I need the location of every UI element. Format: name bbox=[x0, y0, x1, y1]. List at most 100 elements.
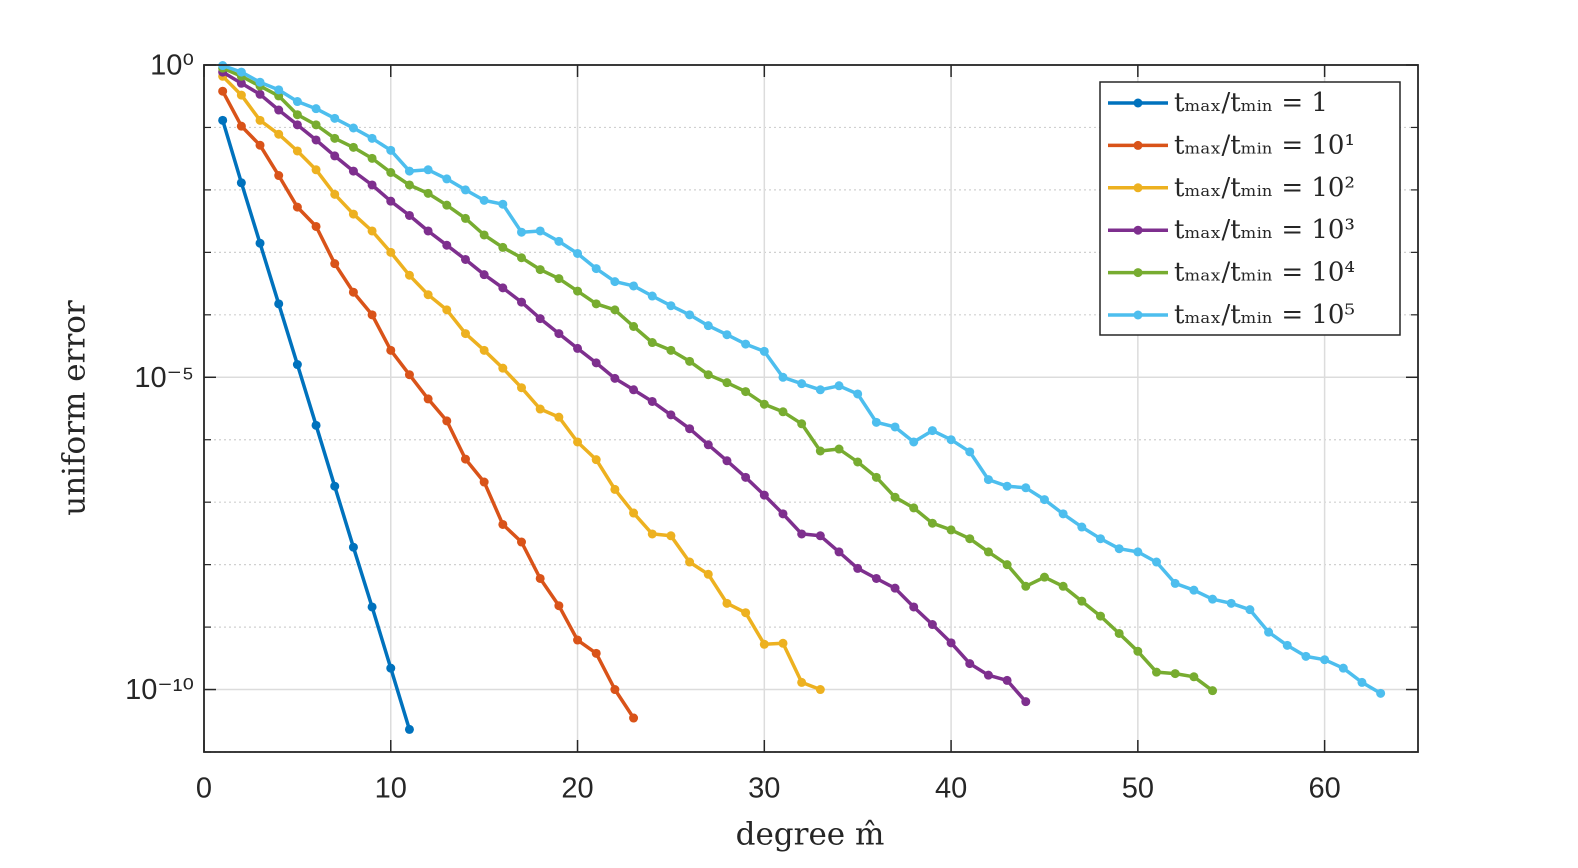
data-point bbox=[348, 123, 358, 133]
data-point bbox=[479, 195, 489, 205]
data-point bbox=[1208, 594, 1218, 604]
data-point bbox=[1058, 509, 1068, 519]
data-point bbox=[367, 180, 377, 190]
data-point bbox=[367, 133, 377, 143]
data-point bbox=[348, 542, 358, 552]
data-point bbox=[386, 145, 396, 155]
data-point bbox=[1077, 596, 1087, 606]
data-point bbox=[404, 210, 414, 220]
legend-box bbox=[1099, 81, 1401, 336]
data-point bbox=[292, 110, 302, 120]
data-point bbox=[853, 389, 863, 399]
data-point bbox=[348, 166, 358, 176]
data-point bbox=[554, 601, 564, 611]
data-point bbox=[479, 345, 489, 355]
data-point bbox=[965, 534, 975, 544]
data-point bbox=[685, 557, 695, 567]
data-point bbox=[423, 165, 433, 175]
data-point bbox=[236, 178, 246, 188]
data-point bbox=[610, 277, 620, 287]
data-point bbox=[1021, 483, 1031, 493]
data-point bbox=[460, 185, 470, 195]
data-point bbox=[255, 140, 265, 150]
data-point bbox=[423, 188, 433, 198]
data-point bbox=[348, 142, 358, 152]
data-point bbox=[1039, 495, 1049, 505]
data-point bbox=[815, 685, 825, 695]
data-point bbox=[292, 360, 302, 370]
data-point bbox=[1208, 686, 1218, 696]
data-point bbox=[386, 167, 396, 177]
data-point bbox=[890, 492, 900, 502]
data-point bbox=[367, 602, 377, 612]
data-point bbox=[573, 248, 583, 258]
data-point bbox=[535, 314, 545, 324]
data-point bbox=[1357, 677, 1367, 687]
data-point bbox=[535, 265, 545, 275]
data-point bbox=[236, 90, 246, 100]
legend-marker bbox=[1133, 268, 1143, 278]
legend-label: tₘₐₓ/tₘᵢₙ = 10¹ bbox=[1174, 130, 1355, 160]
data-point bbox=[610, 685, 620, 695]
data-point bbox=[554, 236, 564, 246]
data-point bbox=[647, 529, 657, 539]
data-point bbox=[759, 399, 769, 409]
data-point bbox=[1245, 605, 1255, 615]
data-point bbox=[1114, 544, 1124, 554]
data-point bbox=[404, 724, 414, 734]
legend-marker bbox=[1133, 98, 1143, 108]
data-point bbox=[685, 310, 695, 320]
data-point bbox=[498, 283, 508, 293]
data-point bbox=[330, 189, 340, 199]
data-point bbox=[367, 310, 377, 320]
data-point bbox=[946, 638, 956, 648]
series bbox=[218, 61, 1386, 698]
data-point bbox=[274, 171, 284, 181]
data-point bbox=[1002, 481, 1012, 491]
data-point bbox=[330, 113, 340, 123]
data-point bbox=[722, 598, 732, 608]
data-point bbox=[797, 379, 807, 389]
data-point bbox=[890, 422, 900, 432]
data-point bbox=[666, 410, 676, 420]
x-tick-label: 30 bbox=[748, 773, 780, 805]
data-point bbox=[1152, 667, 1162, 677]
legend-label: tₘₐₓ/tₘᵢₙ = 1 bbox=[1174, 88, 1328, 118]
data-point bbox=[404, 166, 414, 176]
data-point bbox=[1095, 534, 1105, 544]
data-point bbox=[311, 135, 321, 145]
data-point bbox=[703, 569, 713, 579]
data-point bbox=[367, 153, 377, 163]
legend: tₘₐₓ/tₘᵢₙ = 1 tₘₐₓ/tₘᵢₙ = 10¹ tₘₐₓ/tₘᵢₙ = … bbox=[1099, 81, 1401, 336]
data-point bbox=[629, 713, 639, 723]
data-point bbox=[610, 305, 620, 315]
data-point bbox=[591, 264, 601, 274]
data-point bbox=[815, 446, 825, 456]
data-point bbox=[647, 338, 657, 348]
data-point bbox=[479, 270, 489, 280]
data-point bbox=[909, 503, 919, 513]
data-point bbox=[759, 490, 769, 500]
data-point bbox=[535, 404, 545, 414]
data-point bbox=[1114, 628, 1124, 638]
data-point bbox=[834, 381, 844, 391]
data-point bbox=[1002, 675, 1012, 685]
data-point bbox=[1189, 585, 1199, 595]
data-point bbox=[927, 518, 937, 528]
data-point bbox=[778, 407, 788, 417]
data-point bbox=[1039, 572, 1049, 582]
data-point bbox=[1133, 646, 1143, 656]
data-point bbox=[479, 230, 489, 240]
data-point bbox=[442, 174, 452, 184]
data-point bbox=[927, 620, 937, 630]
data-point bbox=[797, 419, 807, 429]
data-point bbox=[517, 537, 527, 547]
data-point bbox=[1021, 581, 1031, 591]
data-point bbox=[367, 226, 377, 236]
data-point bbox=[1338, 663, 1348, 673]
data-point bbox=[1301, 651, 1311, 661]
data-point bbox=[255, 238, 265, 248]
data-point bbox=[535, 573, 545, 583]
y-tick-label: 10⁻⁵ bbox=[134, 362, 194, 394]
